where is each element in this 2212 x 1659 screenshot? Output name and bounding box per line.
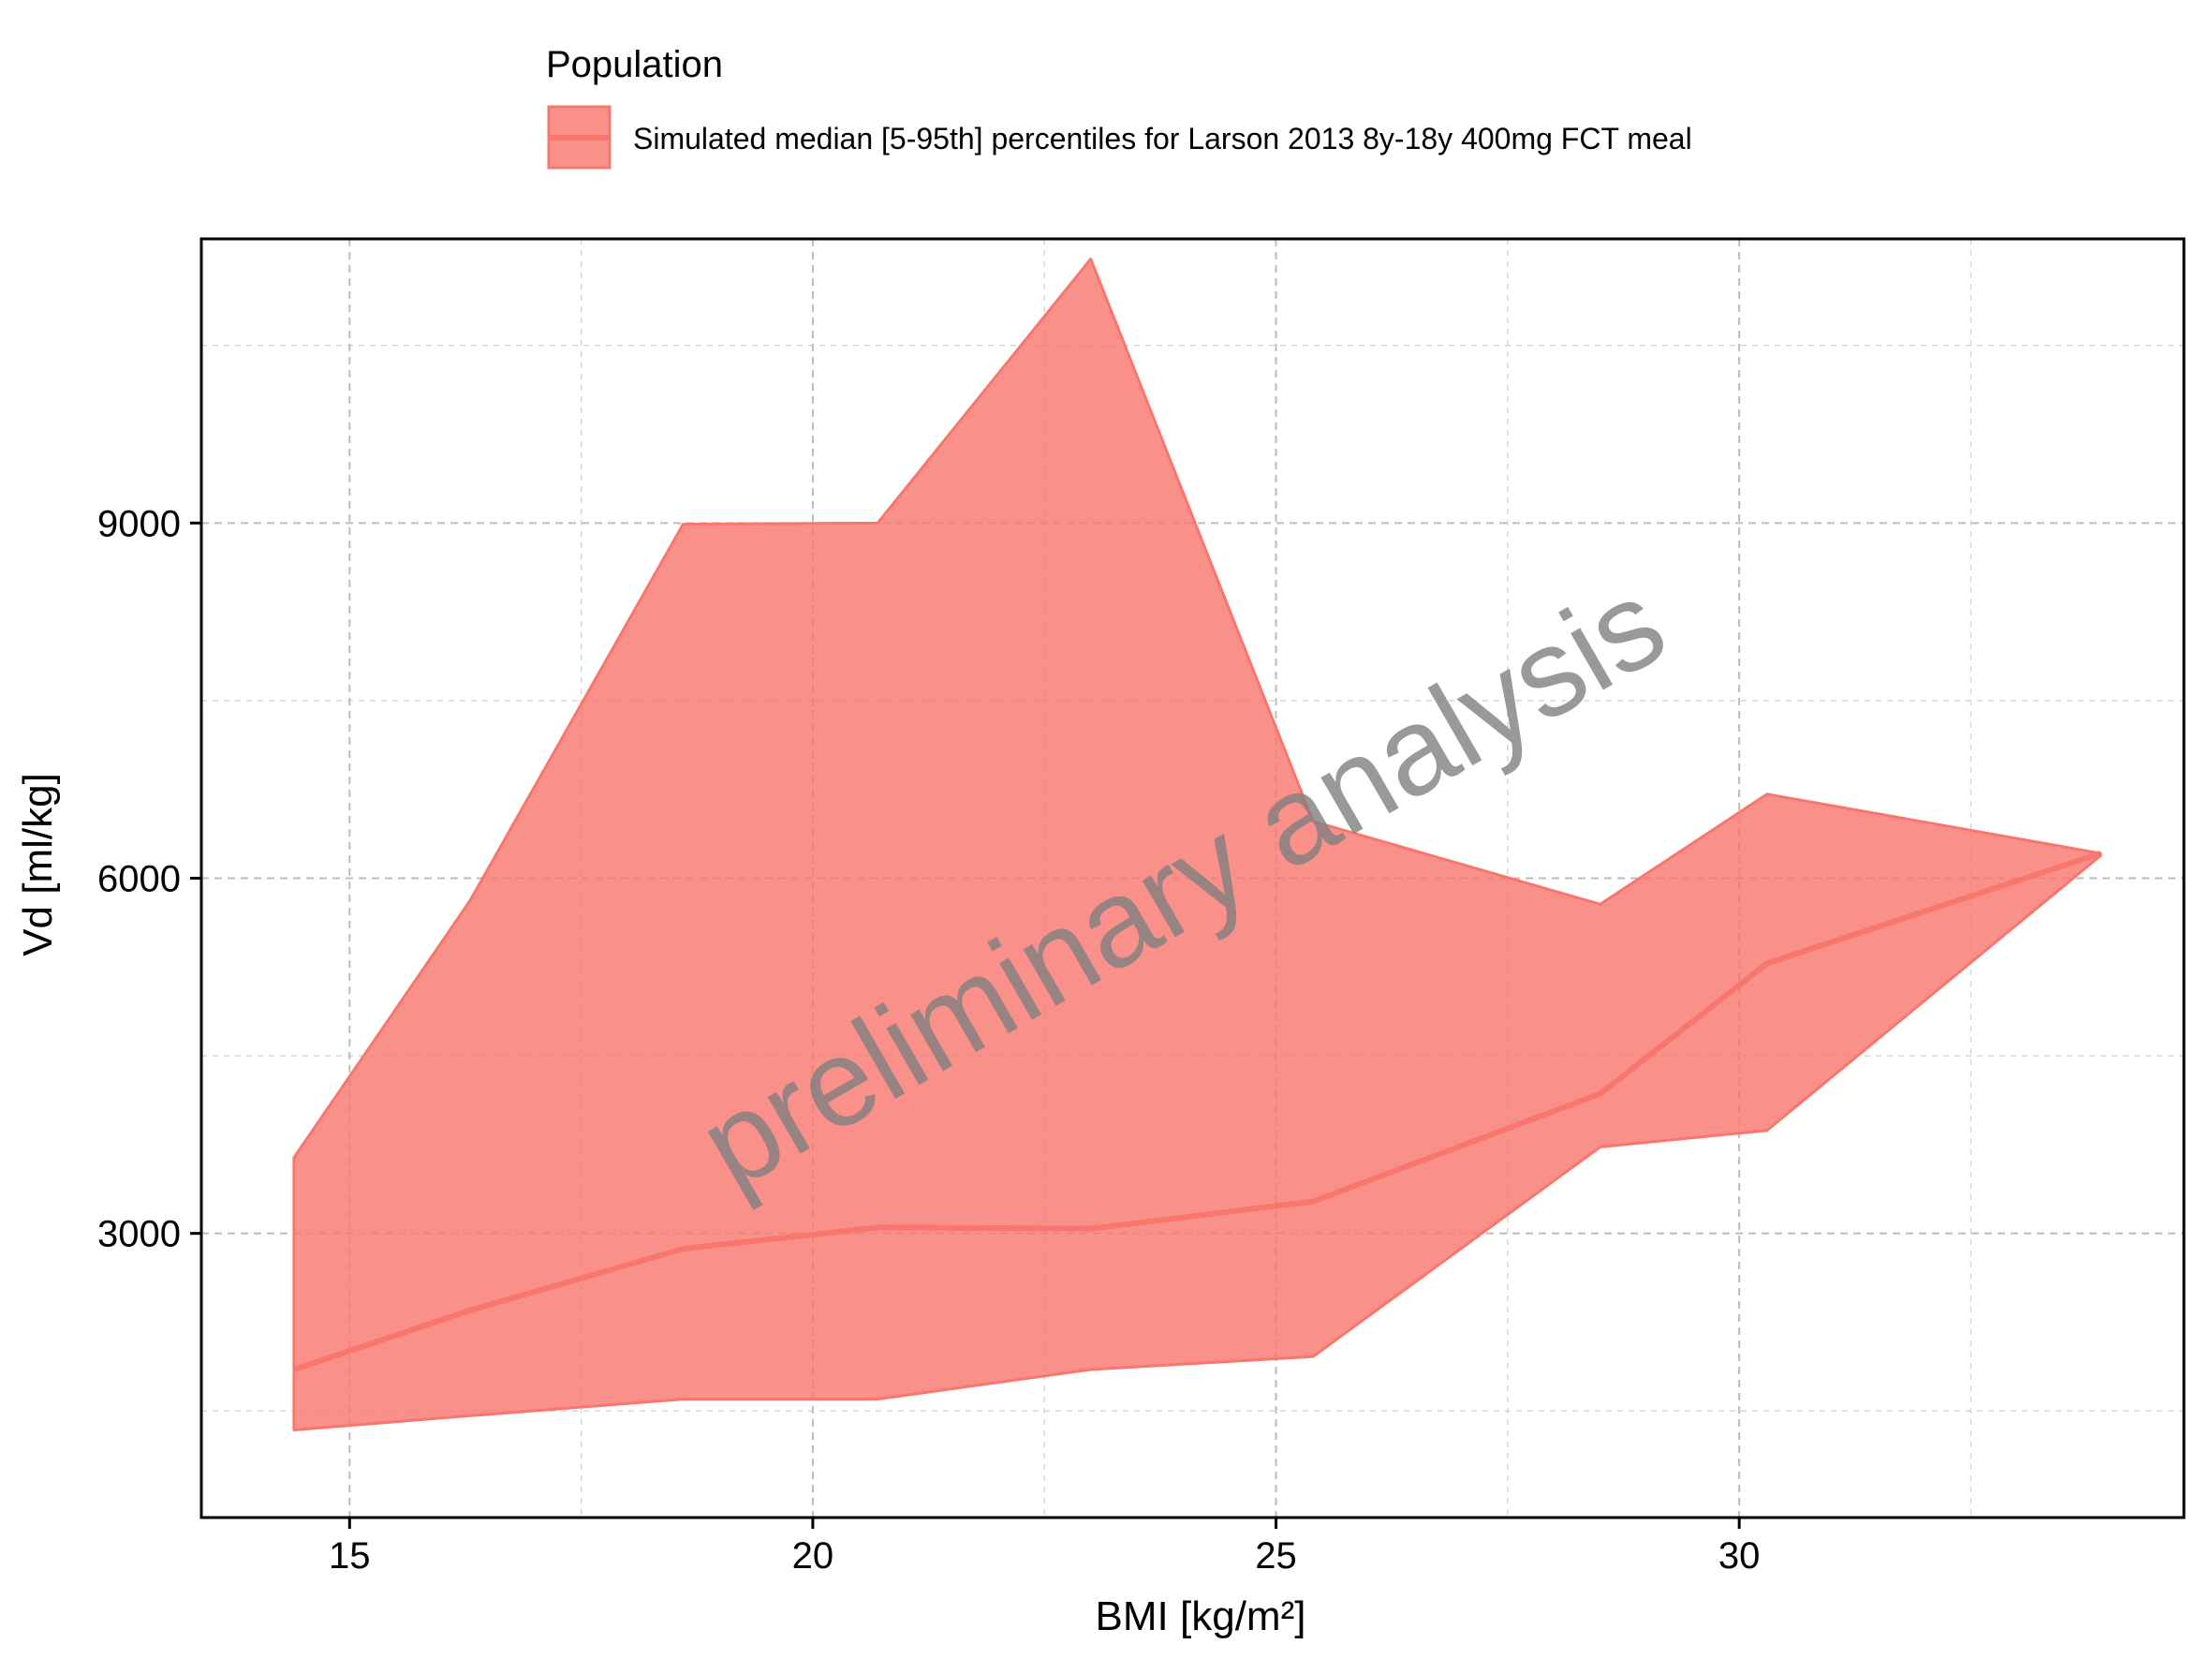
x-axis-title: BMI [kg/m²]: [1096, 1593, 1306, 1639]
median-lines: [292, 851, 2101, 1372]
legend: Population Simulated median [5-95th] per…: [546, 44, 1692, 170]
x-axis: 15 20 25 30: [329, 1518, 1760, 1577]
x-tick-label: 30: [1718, 1535, 1761, 1577]
legend-title: Population: [546, 44, 723, 85]
y-axis: 3000 6000 9000: [97, 503, 201, 1255]
legend-key: [547, 105, 612, 170]
median-line: [292, 851, 2101, 1372]
y-tick-label: 6000: [97, 859, 181, 900]
legend-label: Simulated median [5-95th] percentiles fo…: [633, 122, 1692, 156]
y-tick-label: 9000: [97, 503, 181, 544]
x-tick-label: 25: [1255, 1535, 1297, 1577]
y-tick-label: 3000: [97, 1214, 181, 1255]
plot-panel: 15 20 25 30 3000 6000 9000: [97, 237, 2186, 1577]
x-tick-label: 20: [792, 1535, 834, 1577]
x-tick-label: 15: [329, 1535, 371, 1577]
y-axis-title: Vd [ml/kg]: [15, 773, 61, 956]
